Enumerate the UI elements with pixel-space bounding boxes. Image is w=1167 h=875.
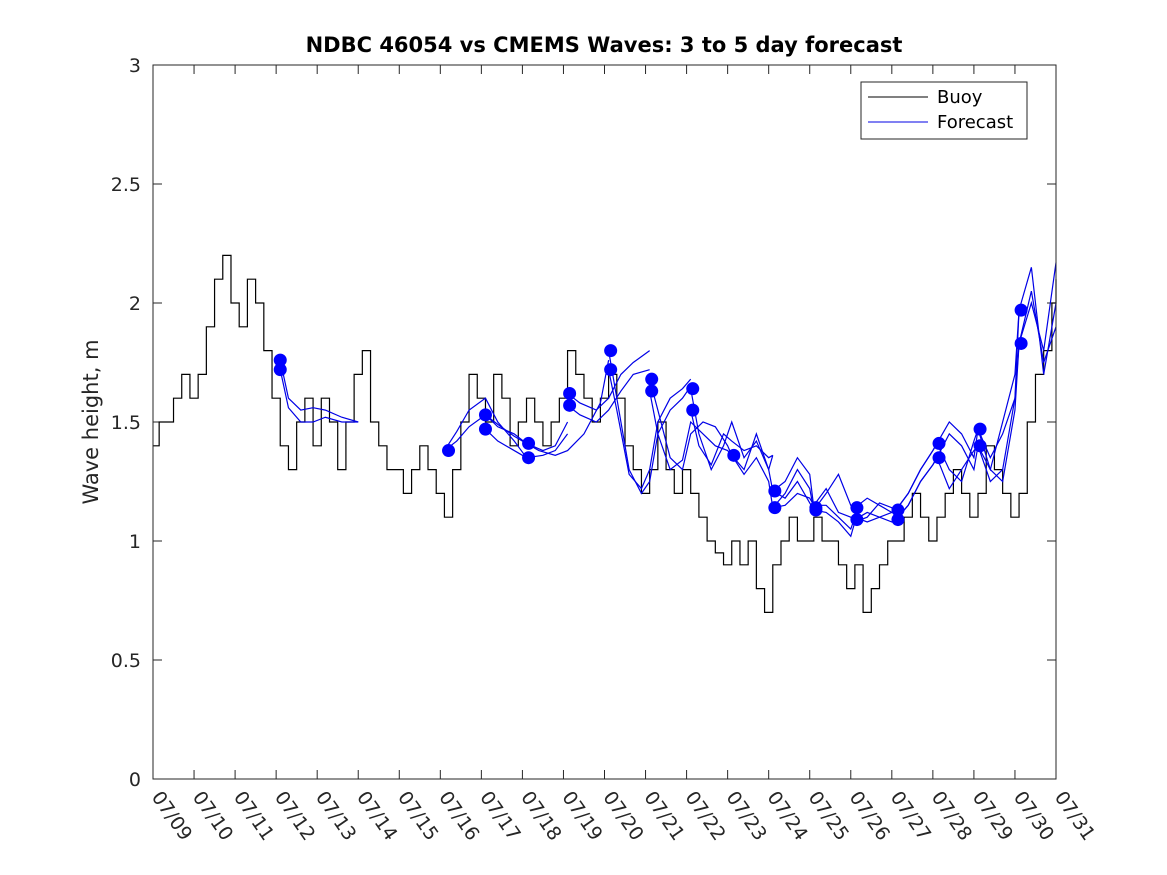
y-axis-label: Wave height, m bbox=[79, 339, 103, 504]
forecast-series-line bbox=[443, 397, 527, 459]
y-tick-label: 0 bbox=[129, 769, 141, 791]
legend: Buoy Forecast bbox=[860, 81, 1028, 140]
forecast-marker bbox=[850, 501, 864, 515]
forecast-marker bbox=[645, 384, 659, 398]
forecast-series-line bbox=[690, 388, 774, 472]
forecast-marker bbox=[645, 372, 659, 386]
forecast-series-line bbox=[567, 369, 650, 423]
forecast-marker bbox=[273, 363, 287, 377]
forecast-marker bbox=[522, 451, 536, 465]
forecast-marker bbox=[809, 503, 823, 517]
forecast-marker bbox=[478, 422, 492, 436]
forecast-marker bbox=[973, 439, 987, 453]
legend-forecast-label: Forecast bbox=[937, 112, 1013, 133]
forecast-marker bbox=[563, 398, 577, 412]
forecast-series-line bbox=[567, 350, 651, 411]
forecast-marker bbox=[891, 503, 905, 517]
forecast-marker bbox=[563, 386, 577, 400]
forecast-marker bbox=[273, 353, 287, 367]
forecast-series-line bbox=[526, 360, 610, 456]
forecast-marker bbox=[522, 436, 536, 450]
forecast-series-line bbox=[690, 409, 774, 467]
forecast-marker bbox=[478, 408, 492, 422]
y-tick-label: 1 bbox=[129, 531, 141, 553]
legend-box bbox=[860, 81, 1028, 140]
forecast-marker bbox=[1014, 336, 1028, 350]
y-tick-label: 0.5 bbox=[111, 650, 141, 672]
y-tick-label: 3 bbox=[129, 55, 141, 77]
forecast-series-line bbox=[608, 350, 692, 495]
forecast-marker bbox=[1014, 303, 1028, 317]
y-tick-label: 2 bbox=[129, 293, 141, 315]
forecast-marker bbox=[686, 403, 700, 417]
y-tick-label: 2.5 bbox=[111, 174, 141, 196]
forecast-series-line bbox=[649, 390, 733, 471]
forecast-marker bbox=[768, 501, 782, 515]
forecast-marker bbox=[891, 513, 905, 527]
forecast-marker bbox=[442, 444, 456, 458]
forecast-marker bbox=[973, 422, 987, 436]
forecast-marker bbox=[768, 484, 782, 498]
forecast-marker bbox=[604, 363, 618, 377]
forecast-series-line bbox=[608, 369, 692, 490]
forecast-marker bbox=[850, 513, 864, 527]
axes-box bbox=[152, 64, 1057, 780]
forecast-marker bbox=[932, 436, 946, 450]
forecast-marker bbox=[932, 451, 946, 465]
forecast-series-line bbox=[279, 369, 359, 423]
forecast-marker bbox=[727, 448, 741, 462]
legend-buoy-label: Buoy bbox=[937, 87, 983, 108]
chart-title: NDBC 46054 vs CMEMS Waves: 3 to 5 day fo… bbox=[306, 33, 903, 57]
y-tick-label: 1.5 bbox=[111, 412, 141, 434]
forecast-series-line bbox=[649, 379, 733, 471]
forecast-series-line bbox=[279, 359, 359, 423]
forecast-series-line bbox=[977, 262, 1057, 460]
forecast-marker bbox=[686, 382, 700, 396]
forecast-series-line bbox=[1018, 290, 1057, 363]
forecast-marker bbox=[604, 344, 618, 358]
